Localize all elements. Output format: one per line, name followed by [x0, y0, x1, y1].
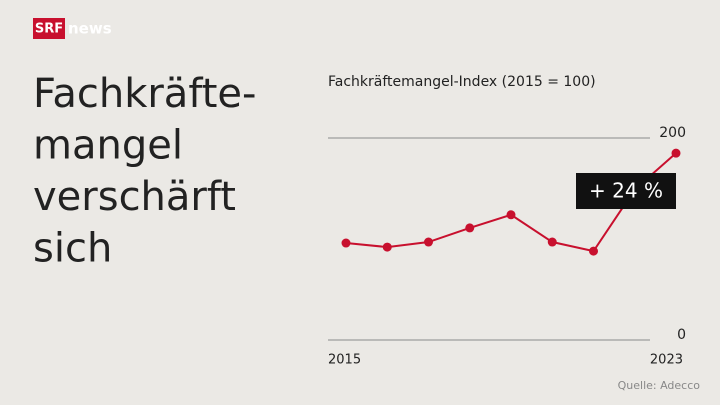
source: Quelle: Adecco — [618, 379, 701, 392]
point — [506, 210, 516, 220]
point — [589, 246, 598, 256]
annotation: + 24 % — [589, 179, 663, 203]
x-tick-label: 2015 — [328, 353, 361, 368]
point — [547, 237, 557, 247]
logo: SRF — [35, 22, 63, 37]
point — [382, 242, 392, 252]
headline: Fachkräfte-mangel verschärft sich — [33, 71, 256, 272]
point — [671, 148, 681, 158]
annotation-box — [576, 173, 676, 209]
point — [424, 237, 433, 247]
headline-line: mangel — [33, 123, 183, 169]
headline-line: verschärft — [33, 174, 236, 220]
y-tick-label: 200 — [659, 125, 686, 141]
point — [341, 238, 351, 248]
headline-line: Fachkräfte- — [33, 71, 256, 117]
chart-title: Fachkräftemangel-Index (2015 = 100) — [328, 74, 596, 90]
x-tick-label: 2023 — [650, 353, 683, 368]
headline-line: sich — [33, 226, 112, 272]
point — [465, 223, 475, 233]
logo-box — [33, 18, 65, 39]
y-tick-label: 0 — [677, 327, 686, 343]
logo-product: news — [68, 20, 112, 38]
